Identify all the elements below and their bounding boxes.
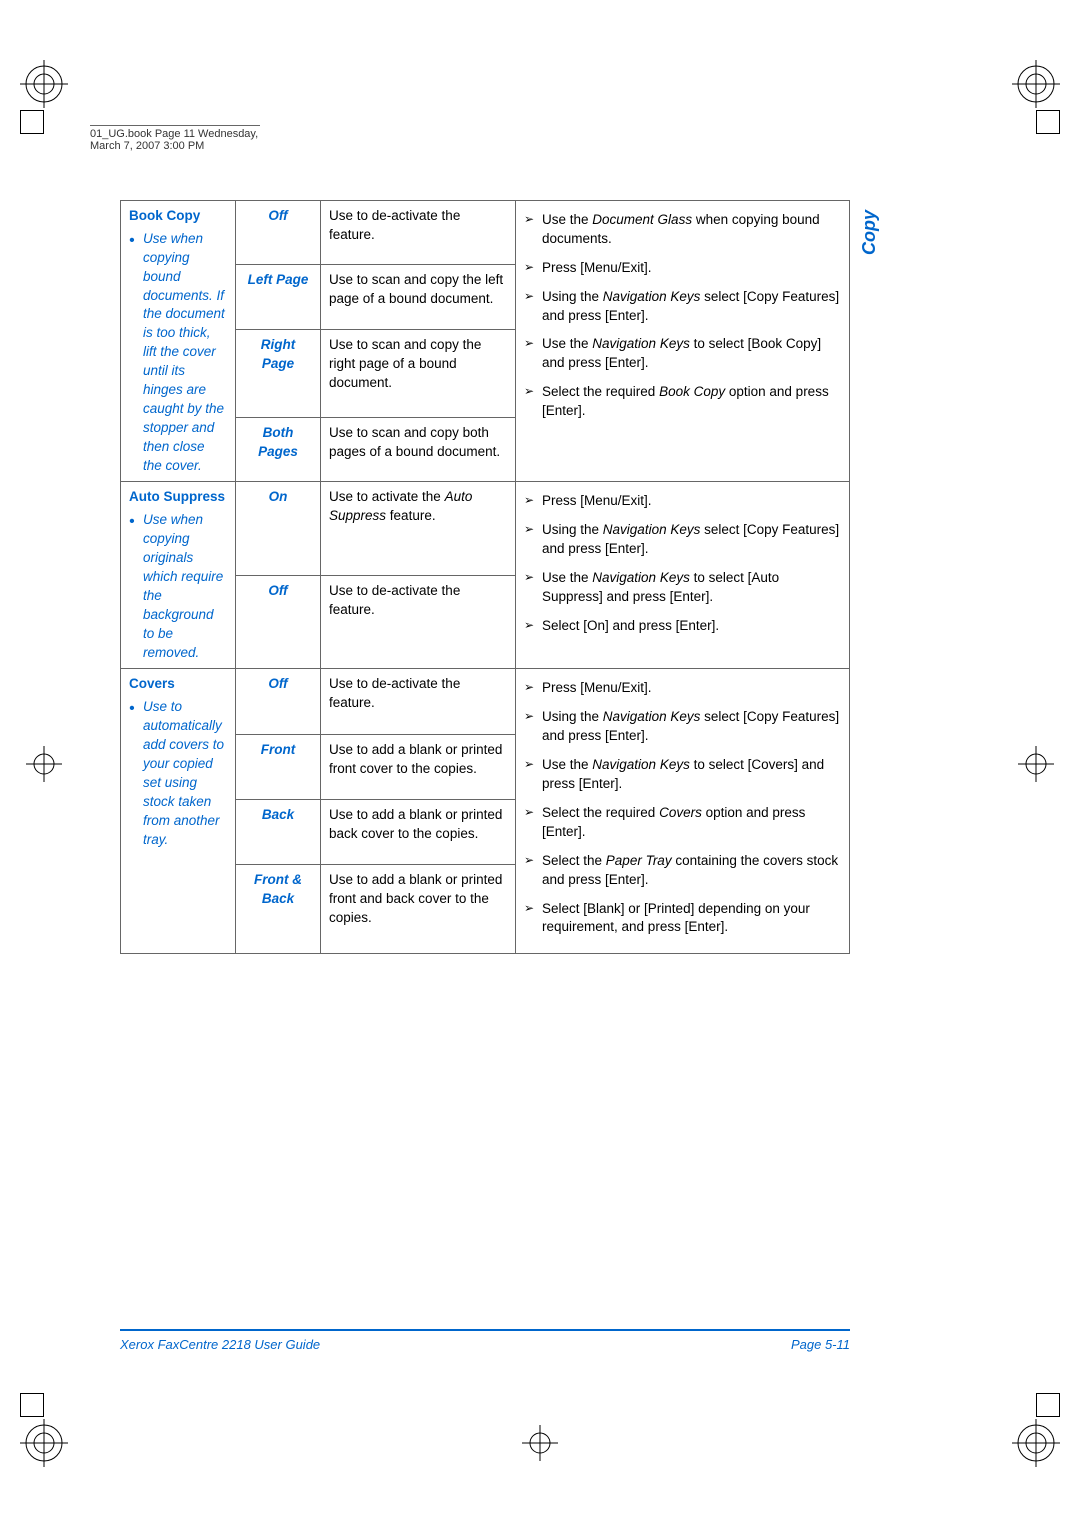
option-name: Off bbox=[268, 676, 287, 691]
reg-square-icon bbox=[20, 1393, 44, 1417]
instruction-steps: Press [Menu/Exit]. Using the Navigation K… bbox=[524, 679, 841, 937]
option-name: Off bbox=[268, 583, 287, 598]
feature-title: Book Copy bbox=[129, 208, 200, 223]
option-desc: Use to add a blank or printed front and … bbox=[329, 872, 502, 925]
option-desc-cell: Use to de-activate the feature. bbox=[321, 669, 516, 734]
instruction-step: Using the Navigation Keys select [Copy F… bbox=[524, 288, 841, 326]
option-desc-cell: Use to add a blank or printed back cover… bbox=[321, 799, 516, 864]
feature-cell: Covers Use to automatically add covers to… bbox=[121, 669, 236, 954]
option-name: Right Page bbox=[261, 337, 296, 371]
option-name-cell: Back bbox=[236, 799, 321, 864]
option-desc: Use to de-activate the feature. bbox=[329, 208, 460, 242]
option-name-cell: Right Page bbox=[236, 329, 321, 417]
instruction-step: Press [Menu/Exit]. bbox=[524, 259, 841, 278]
option-desc: Use to add a blank or printed back cover… bbox=[329, 807, 502, 841]
option-name-cell: Left Page bbox=[236, 265, 321, 329]
instructions-cell: Press [Menu/Exit]. Using the Navigation K… bbox=[516, 669, 850, 954]
instruction-step: Use the Document Glass when copying boun… bbox=[524, 211, 841, 249]
option-name-cell: Front bbox=[236, 734, 321, 799]
table-row: CoversUse to automatically add covers to… bbox=[121, 669, 850, 734]
feature-desc-list: Use when copying bound documents. If the… bbox=[129, 230, 227, 476]
instruction-step: Use the Navigation Keys to select [Auto … bbox=[524, 569, 841, 607]
feature-desc-list: Use when copying originals which require… bbox=[129, 511, 227, 662]
table-row: Auto SuppressUse when copying originals … bbox=[121, 482, 850, 576]
option-name: Back bbox=[262, 807, 294, 822]
reg-mark-icon bbox=[1012, 60, 1060, 108]
main-content: Book Copy Use when copying bound document… bbox=[120, 200, 850, 954]
instruction-step: Using the Navigation Keys select [Copy F… bbox=[524, 521, 841, 559]
features-table: Book Copy Use when copying bound document… bbox=[120, 200, 850, 954]
instruction-step: Using the Navigation Keys select [Copy F… bbox=[524, 708, 841, 746]
section-tab: Copy bbox=[859, 210, 880, 255]
option-name: Front bbox=[261, 742, 296, 757]
instruction-step: Select the Paper Tray containing the cov… bbox=[524, 852, 841, 890]
option-desc-cell: Use to add a blank or printed front cove… bbox=[321, 734, 516, 799]
reg-square-icon bbox=[20, 110, 44, 134]
option-desc-cell: Use to scan and copy the left page of a … bbox=[321, 265, 516, 329]
instruction-step: Press [Menu/Exit]. bbox=[524, 679, 841, 698]
option-desc: Use to activate the Auto Suppress featur… bbox=[329, 489, 472, 523]
option-name-cell: Front & Back bbox=[236, 864, 321, 953]
instruction-step: Use the Navigation Keys to select [Cover… bbox=[524, 756, 841, 794]
option-desc-cell: Use to activate the Auto Suppress featur… bbox=[321, 482, 516, 576]
reg-mark-icon bbox=[20, 740, 68, 788]
option-name: Front & Back bbox=[254, 872, 302, 906]
instruction-steps: Use the Document Glass when copying boun… bbox=[524, 211, 841, 421]
option-desc: Use to add a blank or printed front cove… bbox=[329, 742, 502, 776]
option-desc-cell: Use to add a blank or printed front and … bbox=[321, 864, 516, 953]
option-name: Left Page bbox=[248, 272, 309, 287]
reg-mark-icon bbox=[1012, 740, 1060, 788]
option-desc: Use to de-activate the feature. bbox=[329, 676, 460, 710]
feature-desc: Use when copying bound documents. If the… bbox=[143, 230, 227, 476]
option-desc-cell: Use to scan and copy both pages of a bou… bbox=[321, 418, 516, 482]
reg-mark-icon bbox=[20, 1419, 68, 1467]
instruction-step: Select [On] and press [Enter]. bbox=[524, 617, 841, 636]
instructions-cell: Press [Menu/Exit]. Using the Navigation K… bbox=[516, 482, 850, 669]
option-desc-cell: Use to de-activate the feature. bbox=[321, 575, 516, 669]
option-desc: Use to scan and copy both pages of a bou… bbox=[329, 425, 500, 459]
page-footer: Xerox FaxCentre 2218 User Guide Page 5-1… bbox=[120, 1329, 850, 1352]
option-desc: Use to scan and copy the right page of a… bbox=[329, 337, 481, 390]
instruction-step: Select the required Covers option and pr… bbox=[524, 804, 841, 842]
option-name: Both Pages bbox=[258, 425, 298, 459]
reg-square-icon bbox=[1036, 1393, 1060, 1417]
table-row: Book CopyUse when copying bound document… bbox=[121, 201, 850, 265]
feature-title: Auto Suppress bbox=[129, 489, 225, 504]
instruction-step: Select the required Book Copy option and… bbox=[524, 383, 841, 421]
option-name-cell: Off bbox=[236, 669, 321, 734]
feature-title: Covers bbox=[129, 676, 175, 691]
option-name: On bbox=[269, 489, 288, 504]
instructions-cell: Use the Document Glass when copying boun… bbox=[516, 201, 850, 482]
option-desc-cell: Use to scan and copy the right page of a… bbox=[321, 329, 516, 417]
instruction-step: Press [Menu/Exit]. bbox=[524, 492, 841, 511]
footer-right: Page 5-11 bbox=[791, 1337, 850, 1352]
option-name-cell: Off bbox=[236, 201, 321, 265]
option-desc: Use to scan and copy the left page of a … bbox=[329, 272, 503, 306]
option-name-cell: Both Pages bbox=[236, 418, 321, 482]
option-name: Off bbox=[268, 208, 287, 223]
option-desc-cell: Use to de-activate the feature. bbox=[321, 201, 516, 265]
reg-square-icon bbox=[1036, 110, 1060, 134]
feature-desc: Use when copying originals which require… bbox=[143, 511, 227, 662]
option-name-cell: Off bbox=[236, 575, 321, 669]
reg-mark-icon bbox=[516, 1419, 564, 1467]
page-header: 01_UG.book Page 11 Wednesday, March 7, 2… bbox=[90, 125, 260, 152]
feature-cell: Auto Suppress Use when copying originals … bbox=[121, 482, 236, 669]
instruction-step: Use the Navigation Keys to select [Book … bbox=[524, 335, 841, 373]
feature-cell: Book Copy Use when copying bound document… bbox=[121, 201, 236, 482]
option-name-cell: On bbox=[236, 482, 321, 576]
option-desc: Use to de-activate the feature. bbox=[329, 583, 460, 617]
feature-desc: Use to automatically add covers to your … bbox=[143, 698, 227, 849]
feature-desc-list: Use to automatically add covers to your … bbox=[129, 698, 227, 849]
reg-mark-icon bbox=[20, 60, 68, 108]
instruction-step: Select [Blank] or [Printed] depending on… bbox=[524, 900, 841, 938]
instruction-steps: Press [Menu/Exit]. Using the Navigation K… bbox=[524, 492, 841, 635]
footer-left: Xerox FaxCentre 2218 User Guide bbox=[120, 1337, 320, 1352]
reg-mark-icon bbox=[1012, 1419, 1060, 1467]
